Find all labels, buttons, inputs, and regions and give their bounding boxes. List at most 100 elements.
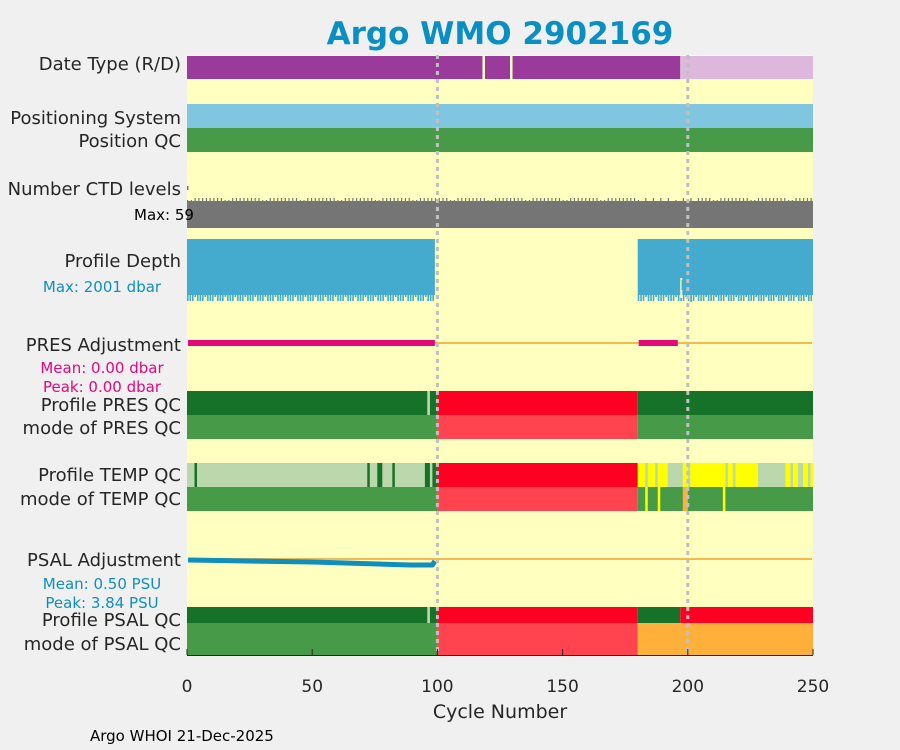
segment-profile_temp_qc-10	[655, 463, 658, 487]
profile-depth-tick	[239, 295, 242, 301]
profile-depth-tick	[357, 295, 359, 301]
ctd-level-tick	[633, 198, 636, 201]
ctd-level-tick	[799, 198, 801, 201]
ctd-level-spike	[187, 186, 189, 190]
profile-depth-tick	[797, 295, 800, 301]
profile-depth-tick	[732, 295, 735, 301]
ctd-level-tick	[795, 198, 797, 201]
ctd-level-tick	[562, 200, 564, 201]
profile-depth-tick	[314, 295, 317, 297]
profile-depth-spike	[681, 280, 684, 290]
ctd-level-tick	[453, 200, 455, 201]
profile-depth-tick	[317, 295, 319, 301]
segment-profile_temp_qc-3	[377, 463, 383, 487]
ctd-level-tick	[517, 198, 519, 201]
row-label-mode_temp_qc: mode of TEMP QC	[20, 489, 181, 510]
row-note-pres_adjustment-1: Peak: 0.00 dbar	[43, 378, 162, 396]
profile-depth-tick	[692, 295, 695, 301]
segment-mode_temp_qc-1	[437, 487, 638, 511]
profile-depth-tick	[675, 295, 677, 297]
profile-depth-tick	[755, 295, 758, 297]
profile-depth-tick	[660, 295, 662, 301]
ctd-level-tick	[498, 198, 500, 201]
ctd-level-tick	[705, 198, 707, 201]
ctd-level-tick	[273, 198, 275, 201]
ctd-level-tick	[277, 198, 279, 201]
profile-depth-tick	[362, 295, 364, 301]
profile-depth-tick	[427, 295, 429, 301]
segment-profile_pres_qc-2	[429, 391, 438, 415]
profile-depth-tick	[252, 295, 254, 301]
profile-depth-tick	[327, 295, 329, 301]
profile-depth-tick	[700, 295, 702, 301]
ctd-level-tick	[772, 198, 775, 201]
ctd-level-tick	[603, 200, 606, 201]
row-label-mode_psal_qc: mode of PSAL QC	[24, 634, 181, 655]
segment-profile_psal_qc-3	[437, 607, 638, 623]
profile-depth-tick	[389, 295, 392, 301]
profile-depth-tick	[204, 295, 207, 297]
profile-depth-tick	[307, 295, 309, 301]
ctd-level-tick	[570, 198, 572, 201]
profile-depth-tick	[217, 295, 219, 301]
ctd-level-tick	[190, 200, 192, 201]
ctd-level-tick	[288, 198, 290, 201]
ctd-level-tick	[757, 198, 760, 201]
profile-depth-tick	[272, 295, 274, 301]
row-label-psal_adjustment: PSAL Adjustment	[27, 550, 181, 571]
ctd-level-tick	[250, 198, 253, 201]
ctd-level-tick	[198, 198, 200, 201]
ctd-level-tick	[213, 198, 215, 201]
profile-depth-spike	[690, 296, 692, 302]
segment-profile_temp_qc-13	[725, 463, 728, 487]
profile-depth-tick	[782, 295, 785, 301]
row-note-psal_adjustment-1: Peak: 3.84 PSU	[45, 594, 158, 612]
ctd-level-tick	[337, 200, 339, 201]
profile-depth-tick	[274, 295, 277, 297]
ctd-level-tick	[555, 198, 557, 201]
ctd-level-tick	[551, 198, 553, 201]
profile-depth-tick	[269, 295, 272, 301]
segment-profile_temp_qc-9	[645, 463, 648, 487]
ctd-level-tick	[780, 198, 782, 201]
profile-depth-tick	[640, 295, 642, 301]
ctd-level-tick	[367, 198, 369, 201]
segment-profile_psal_qc-5	[680, 607, 813, 623]
profile-depth-tick	[244, 295, 247, 297]
segment-mode_psal_qc-1	[437, 623, 638, 655]
profile-depth-tick	[374, 295, 377, 297]
segment-mode_psal_qc-2	[637, 623, 813, 655]
profile-depth-tick	[329, 295, 332, 301]
ctd-level-tick	[280, 198, 283, 201]
segment-profile_temp_qc-15	[757, 463, 786, 487]
profile-depth-tick	[702, 295, 705, 301]
row-note-profile_depth: Max: 2001 dbar	[43, 278, 162, 296]
reference-lines	[435, 55, 690, 655]
ctd-level-tick	[416, 200, 418, 201]
row-label-profile_depth: Profile Depth	[64, 251, 181, 272]
profile-depth-tick	[187, 295, 189, 301]
ctd-level-tick	[810, 198, 812, 201]
profile-depth-tick	[397, 295, 399, 301]
ctd-level-tick	[724, 198, 726, 201]
profile-depth-tick	[429, 295, 432, 301]
ctd-level-tick	[491, 200, 493, 201]
ctd-level-tick	[592, 198, 594, 201]
ctd-level-tick	[235, 198, 238, 201]
profile-depth-tick	[665, 295, 667, 297]
ctd-level-tick	[329, 198, 331, 201]
ctd-level-tick	[325, 198, 328, 201]
profile-depth-tick	[304, 295, 307, 297]
ctd-level-tick	[205, 198, 207, 201]
profile-depth-tick	[672, 295, 675, 301]
ctd-level-tick	[389, 198, 392, 201]
ctd-level-tick	[806, 198, 808, 201]
profile-depth-tick	[757, 295, 760, 301]
segment-profile_temp_qc-16	[790, 463, 793, 487]
profile-depth-tick	[202, 295, 204, 301]
status-bars	[187, 56, 813, 655]
ctd-level-tick	[521, 198, 523, 201]
ctd-level-tick	[637, 200, 639, 201]
segment-profile_temp_qc-4	[392, 463, 395, 487]
ctd-level-tick	[423, 198, 425, 201]
